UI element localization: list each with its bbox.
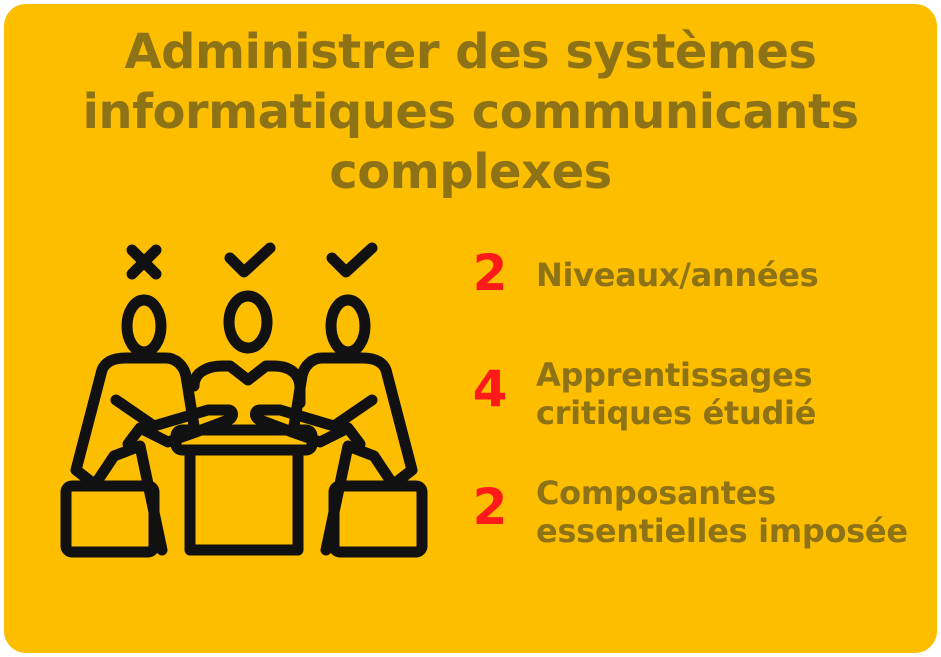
stat-label-line: Niveaux/années	[536, 256, 819, 294]
cross-mark-icon	[126, 244, 162, 280]
left-chair	[60, 440, 168, 558]
stat-label-line: Apprentissages	[536, 356, 813, 394]
right-person-body	[288, 352, 418, 490]
person-heads	[121, 290, 371, 358]
stat-label: Apprentissages critiques étudié	[536, 356, 936, 432]
stat-label: Composantes essentielles imposée	[536, 474, 936, 550]
table	[170, 424, 318, 556]
middle-person-body	[188, 360, 306, 409]
title-line-3: complexes	[329, 144, 612, 200]
check-mark-icon	[326, 242, 378, 278]
page-title: Administrer des systèmes informatiques c…	[0, 22, 941, 202]
stat-number: 2	[472, 244, 508, 302]
left-person-body	[70, 352, 200, 490]
check-mark-icon	[224, 242, 276, 278]
stat-label-line: critiques étudié	[536, 394, 817, 432]
title-line-1: Administrer des systèmes	[124, 24, 818, 80]
stat-label: Niveaux/années	[536, 256, 936, 294]
stat-number: 4	[472, 360, 508, 418]
right-chair	[320, 440, 428, 558]
title-line-2: informatiques communicants	[82, 84, 859, 140]
stat-label-line: essentielles imposée	[536, 512, 908, 550]
stat-label-line: Composantes	[536, 474, 776, 512]
stat-number: 2	[472, 478, 508, 536]
team-meeting-vote-icon	[60, 242, 428, 558]
